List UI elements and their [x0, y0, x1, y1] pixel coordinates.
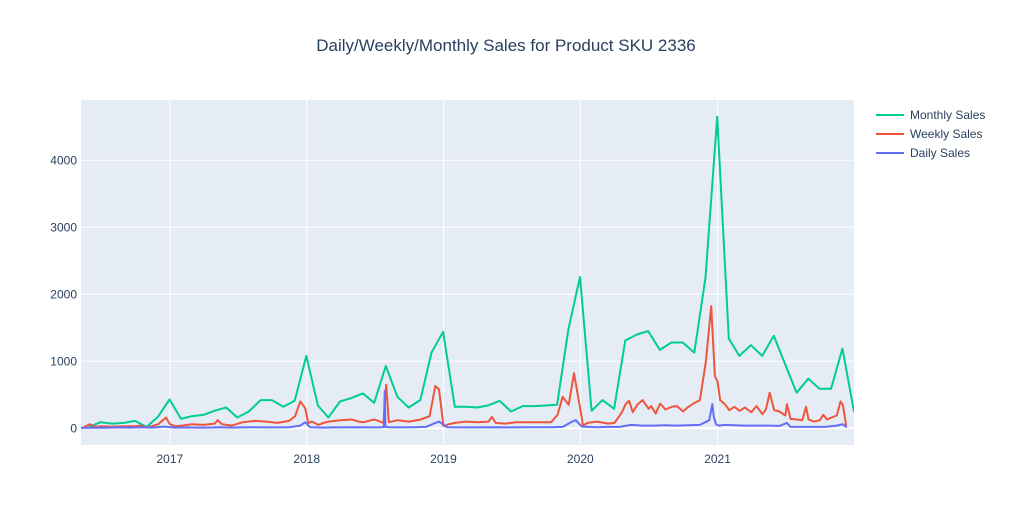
chart-title: Daily/Weekly/Monthly Sales for Product S… — [316, 36, 696, 55]
weekly-sales-line — [82, 305, 848, 429]
x-tick-label: 2017 — [156, 452, 183, 466]
y-tick-label: 0 — [70, 421, 77, 435]
y-tick-label: 3000 — [50, 220, 77, 234]
legend[interactable]: Monthly Sales Weekly Sales Daily Sales — [876, 108, 985, 160]
y-tick-label: 4000 — [50, 153, 77, 167]
x-tick-label: 2020 — [567, 452, 594, 466]
legend-label: Weekly Sales — [910, 127, 982, 141]
x-tick-label: 2019 — [430, 452, 457, 466]
x-tick-label: 2021 — [704, 452, 731, 466]
series-lines — [81, 115, 854, 429]
axis-tick-labels: 2017 2018 2019 2020 2021 0 1000 2000 3000 4000 — [50, 153, 731, 466]
x-tick-label: 2018 — [293, 452, 320, 466]
legend-item-weekly-sales[interactable]: Weekly Sales — [876, 127, 982, 141]
plot-area — [81, 100, 854, 445]
legend-item-daily-sales[interactable]: Daily Sales — [876, 146, 970, 160]
legend-label: Monthly Sales — [910, 108, 985, 122]
legend-label: Daily Sales — [910, 146, 970, 160]
monthly-sales-line — [88, 115, 854, 428]
y-tick-label: 1000 — [50, 354, 77, 368]
daily-sales-line — [81, 389, 848, 429]
legend-item-monthly-sales[interactable]: Monthly Sales — [876, 108, 985, 122]
y-tick-label: 2000 — [50, 287, 77, 301]
